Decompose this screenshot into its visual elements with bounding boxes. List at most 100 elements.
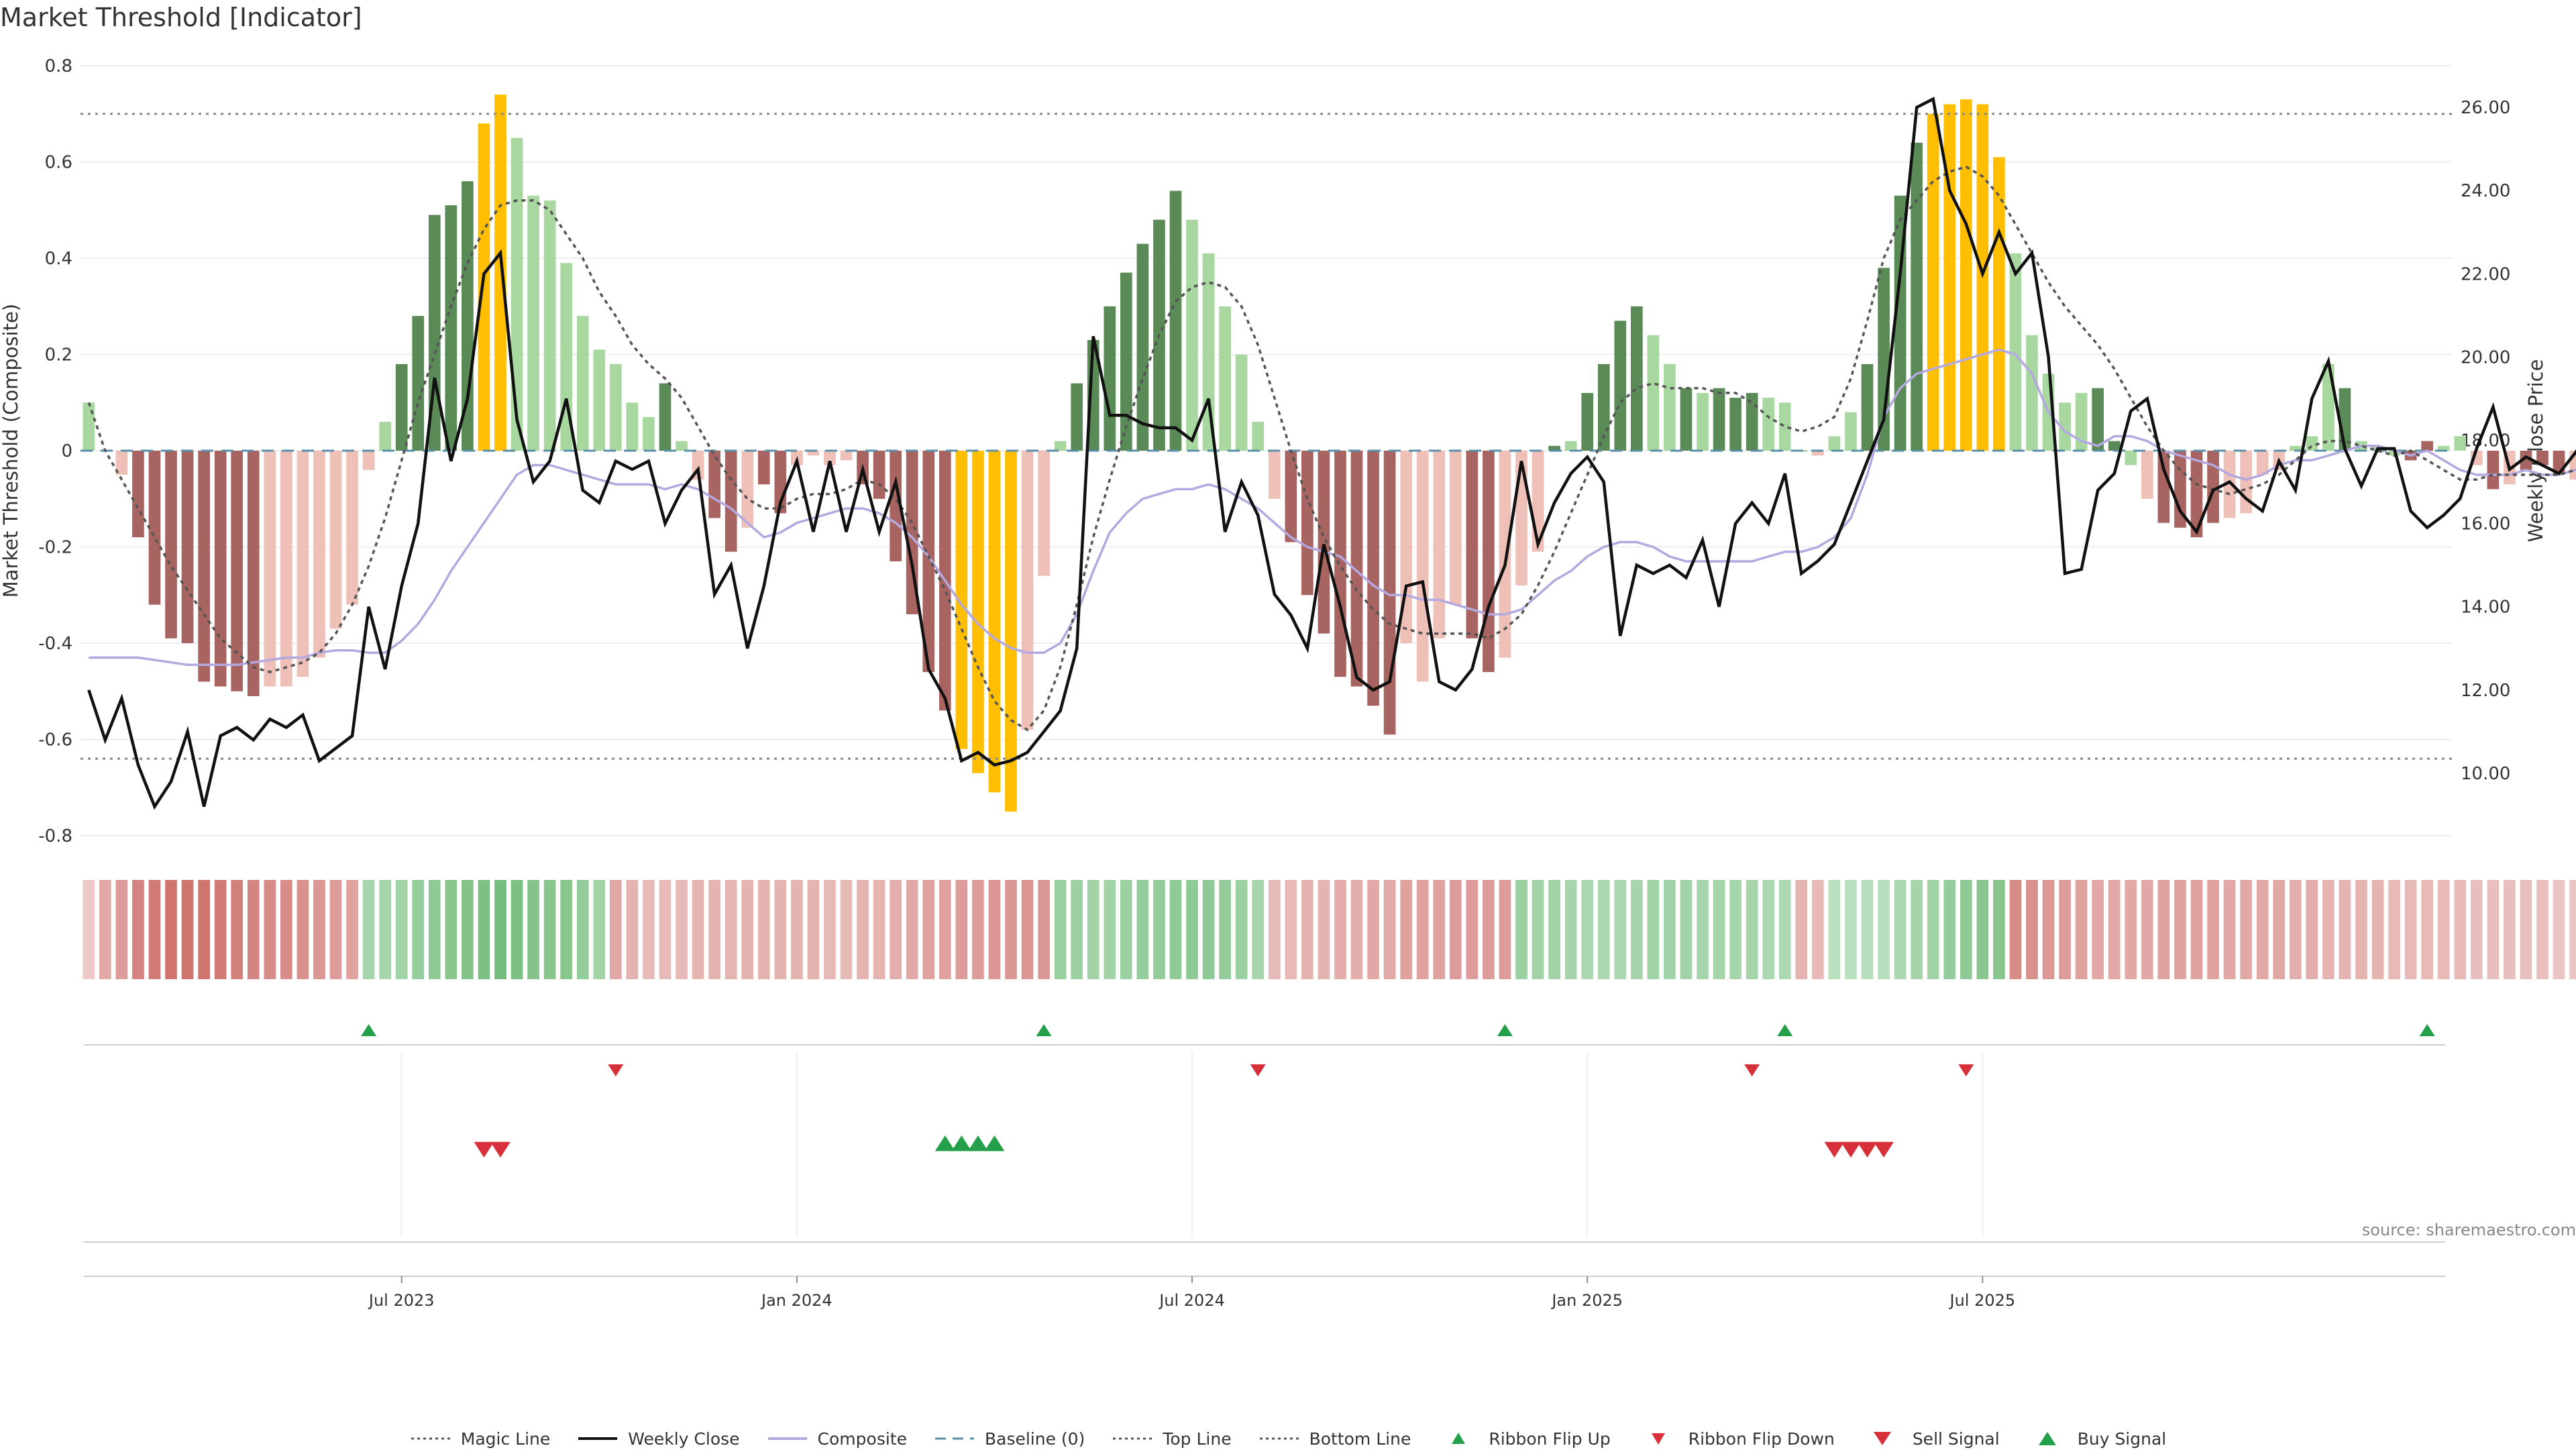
ribbon-cell <box>724 880 737 979</box>
ribbon-cell <box>1186 880 1198 979</box>
ribbon-flip-up-marker <box>1036 1024 1052 1036</box>
ribbon-cell <box>445 880 458 979</box>
composite-bar <box>2125 451 2137 465</box>
ribbon-cell <box>791 880 803 979</box>
composite-bar <box>873 451 885 499</box>
legend-label: Composite <box>817 1429 907 1449</box>
ribbon-cell <box>2454 880 2467 979</box>
composite-bar <box>2190 451 2203 538</box>
ribbon-cell <box>2504 880 2516 979</box>
composite-bar <box>1104 306 1116 451</box>
composite-bar <box>1515 451 1527 585</box>
composite-bar <box>478 123 490 451</box>
sell-signal-marker <box>1841 1141 1861 1158</box>
composite-bar <box>362 451 375 470</box>
composite-bar <box>165 451 177 638</box>
legend-label: Top Line <box>1163 1429 1232 1449</box>
composite-bar <box>2223 451 2236 518</box>
triangle-up-icon <box>1452 1433 1466 1444</box>
composite-bar <box>741 451 754 528</box>
ribbon-flip-down-marker <box>1744 1064 1760 1076</box>
composite-bar <box>1647 335 1660 451</box>
composite-bar <box>1449 451 1462 605</box>
composite-bar <box>955 451 968 749</box>
ribbon-flip-up-marker <box>1497 1024 1513 1036</box>
composite-bar <box>1943 104 1956 451</box>
ribbon-cell <box>922 880 935 979</box>
ribbon-cell <box>1664 880 1676 979</box>
composite-bar <box>708 451 720 518</box>
buy-signal-marker <box>984 1135 1005 1152</box>
ribbon-cell <box>1861 880 1874 979</box>
ribbon-cell <box>412 880 425 979</box>
legend-label: Bottom Line <box>1309 1429 1411 1449</box>
composite-bar <box>1268 451 1281 499</box>
ribbon-cell <box>560 880 573 979</box>
ribbon-cell <box>1976 880 1989 979</box>
solid-line-icon <box>578 1437 618 1440</box>
composite-bar <box>1433 451 1446 638</box>
ribbon-cell <box>494 880 506 979</box>
ribbon-cell <box>2042 880 2055 979</box>
ribbon-cell <box>2322 880 2334 979</box>
composite-bar <box>115 451 128 475</box>
composite-bar <box>1564 441 1577 451</box>
composite-bar <box>181 451 194 643</box>
y2-tick-label: 24.00 <box>2461 181 2510 201</box>
ribbon-cell <box>511 880 523 979</box>
composite-bar <box>1911 142 1923 451</box>
ribbon-cell <box>708 880 720 979</box>
ribbon-cell <box>1564 880 1577 979</box>
composite-bar <box>329 451 342 629</box>
y-tick-label: 0.4 <box>45 249 72 269</box>
composite-bar <box>231 451 244 691</box>
ribbon-cell <box>807 880 820 979</box>
ribbon-cell <box>1449 880 1462 979</box>
composite-bar <box>1071 383 1083 451</box>
ribbon-cell <box>478 880 490 979</box>
ribbon-cell <box>148 880 161 979</box>
y-tick-label: -0.4 <box>38 634 72 654</box>
ribbon-cell <box>1466 880 1479 979</box>
ribbon-cell <box>2289 880 2302 979</box>
composite-bar <box>2026 335 2038 451</box>
legend-item: Ribbon Flip Up <box>1438 1429 1611 1449</box>
ribbon-cell <box>938 880 951 979</box>
composite-bar <box>576 316 589 451</box>
y-tick-label: 0.2 <box>45 345 72 366</box>
ribbon-cell <box>1071 880 1083 979</box>
composite-bar <box>1285 451 1297 543</box>
ribbon-cell <box>2190 880 2203 979</box>
ribbon-cell <box>757 880 770 979</box>
composite-bar <box>1499 451 1511 658</box>
ribbon-cell <box>1038 880 1050 979</box>
ribbon-cell <box>1334 880 1346 979</box>
y-tick-label: 0.6 <box>45 153 72 173</box>
ribbon-flip-down-marker <box>1958 1064 1974 1076</box>
ribbon-cell <box>1548 880 1560 979</box>
legend-item: Composite <box>767 1429 907 1449</box>
ribbon-cell <box>313 880 325 979</box>
legend-item: Weekly Close <box>577 1429 740 1449</box>
buy-signal-marker <box>967 1135 988 1152</box>
ribbon-cell <box>2125 880 2137 979</box>
composite-bar <box>198 451 210 682</box>
ribbon-cell <box>1400 880 1413 979</box>
composite-bar <box>2157 451 2170 523</box>
ribbon-cell <box>2388 880 2400 979</box>
composite-bar <box>1746 392 1758 451</box>
ribbon-cell <box>2536 880 2548 979</box>
composite-bar <box>1778 402 1791 451</box>
ribbon-cell <box>890 880 902 979</box>
ribbon-cell <box>873 880 885 979</box>
composite-bar <box>511 137 523 451</box>
source-credit: source: sharemaestro.com <box>2361 1221 2576 1239</box>
ribbon-cell <box>2306 880 2318 979</box>
ribbon-cell <box>626 880 639 979</box>
composite-bar <box>1169 190 1182 451</box>
composite-bar <box>2322 364 2334 451</box>
ribbon-cell <box>1136 880 1149 979</box>
ribbon-cell <box>2339 880 2351 979</box>
ribbon-cell <box>1943 880 1956 979</box>
y-tick-label: 0.8 <box>45 56 72 76</box>
